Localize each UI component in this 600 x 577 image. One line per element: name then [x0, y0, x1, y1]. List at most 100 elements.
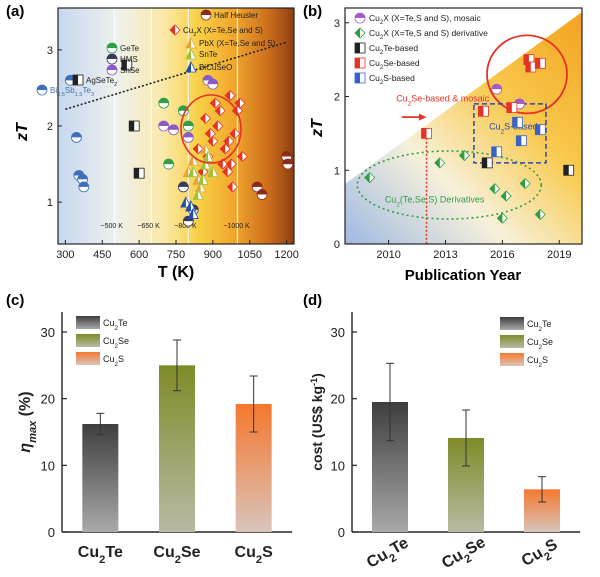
panel-a-x-tick-label: 750 — [167, 249, 185, 261]
panel-a-point-agsete2 — [121, 59, 133, 71]
panel-c-x-tick-label: Cu2Se — [153, 544, 200, 566]
panel-b-y-tick-label: 3 — [334, 18, 340, 30]
panel-b-legend-label: Cu2X (X=Te,S and S) derivative — [369, 28, 488, 41]
panel-a-point-snte — [207, 165, 219, 178]
panel-b-arrow-head — [418, 113, 427, 121]
panel-b-cu2se-circle — [486, 34, 568, 115]
panel-a-x-label: T (K) — [158, 264, 194, 281]
panel-a-legend-marker — [169, 24, 181, 36]
panel-a-fit-line — [65, 41, 287, 111]
panel-b-point-cu2te-based — [481, 157, 493, 169]
panel-a-point-cu2x — [223, 135, 235, 147]
panel-b-point-cu2se-based — [525, 61, 537, 73]
panel-a-point-half-heusler — [251, 181, 263, 193]
panel-d-x-tick-label: Cu2Te — [364, 534, 414, 576]
panel-b-annotation: Cu2(Te,Se,S) Derivatives — [385, 195, 485, 209]
panel-a-point-cu2x — [222, 166, 234, 178]
panel-b-point-cu2te-based — [563, 164, 575, 176]
panel-b-label: (b) — [303, 3, 322, 20]
panel-b-legend-marker — [354, 27, 366, 39]
panel-a-point-agsete2 — [128, 120, 140, 132]
panel-d-y-tick-label: 10 — [331, 458, 345, 473]
panel-a-point-cu2x — [214, 105, 226, 117]
panel-b-y-tick-label: 1 — [334, 165, 340, 177]
panel-b-frame — [344, 7, 583, 245]
panel-a-temperature-band-label: ~500 K — [101, 223, 124, 230]
panel-a-point-cu2x — [207, 135, 219, 147]
panel-a-point-cu2x — [226, 181, 239, 193]
panel-a-point-hms — [177, 181, 189, 193]
panel-c-legend-swatch — [76, 316, 100, 329]
panel-a-point-pbx — [199, 142, 212, 155]
panel-a-point-snte — [192, 188, 204, 200]
panel-d: (d) 0 10 20 30 Cu2Te Cu2Se Cu2S Cu2Te Cu2Se Cu2S c… — [303, 292, 580, 577]
panel-a-point-cu2x — [225, 158, 237, 170]
panel-a-x-tick-label: 1200 — [274, 249, 298, 261]
panel-c-bar — [82, 424, 119, 532]
panel-a-point-bi0-5sb1-5te3 — [71, 132, 82, 143]
panel-c-y-tick-label: 10 — [41, 458, 55, 473]
panel-a: (a) ~500 K ~650 K ~800 K ~1000 K Half Heusl… — [6, 3, 299, 281]
panel-b-point-cu2x-derivative — [534, 208, 546, 221]
panel-a-x-tick-label: 450 — [93, 249, 111, 261]
panel-a-point-snse — [168, 124, 179, 136]
panel-c-bar — [159, 365, 195, 532]
panel-a-point-half-heusler — [282, 158, 294, 170]
panel-b-point-cu2se-based — [421, 127, 432, 139]
panel-c-y-tick-label: 30 — [41, 325, 55, 340]
panel-a-legend-label: HMS — [120, 55, 138, 64]
panel-a-legend-label: AgSeTe2 — [86, 76, 117, 88]
panel-a-legend-label: SnSe — [120, 66, 140, 75]
panel-c-legend-swatch — [76, 334, 100, 347]
panel-a-legend-label: Cu2X (X=Te,Se and S) — [183, 26, 263, 38]
panel-c-y-tick-label: 20 — [41, 392, 55, 407]
panel-b-point-cu2se-based — [506, 102, 518, 113]
panel-b: (b) Cu2Se-based & mosaic Cu2S-based Cu2(Te… — [303, 3, 583, 284]
panel-d-y-label: cost (US$ kg-1) — [309, 373, 325, 471]
panel-a-legend-label: SnTe — [199, 50, 218, 59]
panel-b-legend-label: Cu2Se-based — [369, 58, 420, 71]
panel-a-point-snse — [207, 78, 219, 90]
panel-d-x-tick-label: Cu2S — [519, 536, 563, 574]
panel-b-point-cu2x-derivative — [458, 149, 471, 162]
panel-a-point-bi0-5sb1-5te3 — [78, 181, 90, 193]
panel-a-point-half-heusler — [256, 189, 268, 200]
panel-d-legend-swatch — [500, 335, 524, 348]
panel-d-y-tick-label: 20 — [331, 392, 345, 407]
panel-a-legend-marker — [200, 9, 212, 21]
panel-a-point-snse — [182, 132, 194, 143]
panel-a-point-gete — [182, 120, 194, 132]
panel-a-legend-marker — [106, 64, 118, 76]
panel-c: (c) 0 10 20 30 Cu2Te Cu2Se Cu2S Cu2Te Cu2Se Cu2S η… — [6, 292, 292, 566]
panel-a-legend-marker — [185, 61, 197, 73]
panel-a-point-bicuseo — [185, 200, 197, 212]
panel-b-y-tick-label: 0 — [334, 239, 340, 251]
panel-d-y-tick-label: 0 — [338, 525, 345, 540]
panel-a-cu2x-circle — [180, 94, 242, 164]
panel-b-y-label: zT — [309, 118, 326, 138]
panel-a-point-cu2x — [199, 112, 212, 124]
panel-a-legend-marker — [106, 53, 118, 65]
panel-a-legend-label: Half Heusler — [214, 11, 258, 20]
panel-a-legend-marker — [72, 74, 84, 86]
panel-b-derivatives-ellipse — [356, 150, 543, 220]
panel-b-point-cu2x-mosaic — [491, 83, 503, 95]
panel-b-legend-marker — [354, 42, 366, 54]
panel-b-point-cu2x-derivative — [500, 190, 512, 202]
panel-b-point-cu2x-derivative — [434, 157, 446, 169]
panel-a-point-snse — [158, 120, 170, 132]
panel-a-point-cu2x — [219, 143, 231, 155]
panel-a-temperature-band-label: ~650 K — [137, 223, 160, 230]
panel-a-legend-marker — [106, 42, 118, 54]
panel-b-legend-marker — [354, 57, 366, 69]
panel-b-point-cu2x-derivative — [364, 172, 376, 184]
panel-c-legend-label: Cu2Se — [103, 336, 129, 350]
panel-a-point-snte — [197, 173, 209, 185]
panel-a-point-cu2x — [229, 128, 241, 140]
panel-a-point-snte — [187, 165, 199, 178]
panel-d-x-tick-label: Cu2Se — [439, 534, 491, 577]
panel-b-y-tick-label: 2 — [334, 92, 340, 104]
panel-b-point-cu2x-derivative — [489, 183, 501, 195]
panel-c-legend-swatch — [76, 352, 100, 365]
panel-b-legend-label: Cu2S-based — [369, 73, 415, 86]
